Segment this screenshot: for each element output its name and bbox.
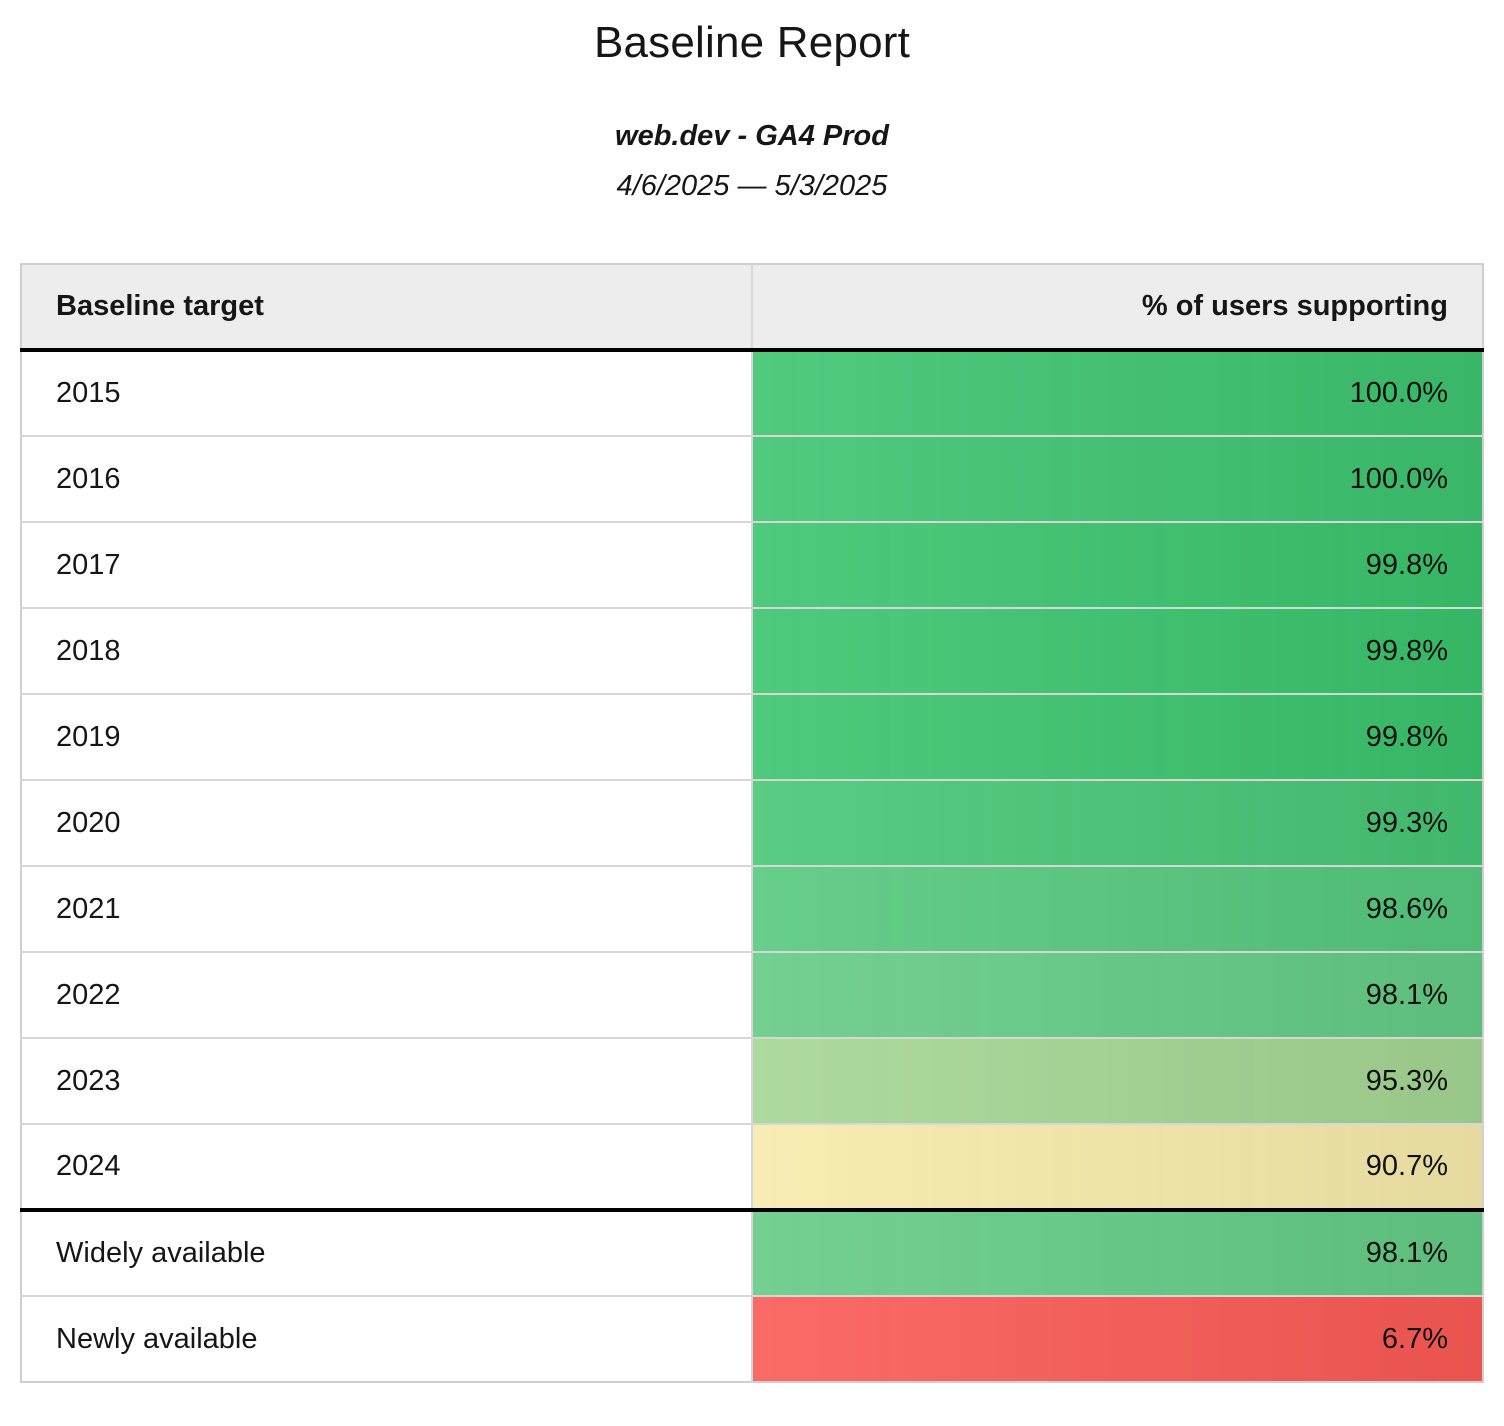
- value-cell: 99.8%: [751, 607, 1483, 694]
- baseline-target-cell: 2021: [21, 865, 752, 952]
- value-cell: 98.1%: [751, 951, 1483, 1038]
- baseline-target-cell: 2015: [21, 350, 752, 436]
- value-cell: 98.6%: [751, 865, 1483, 952]
- table-header-row: Baseline target % of users supporting: [21, 264, 1483, 352]
- baseline-target-cell: 2023: [21, 1037, 752, 1124]
- table-row: 2022 98.1%: [21, 951, 1483, 1038]
- baseline-target-cell: 2019: [21, 693, 752, 780]
- table-row: 2016 100.0%: [21, 435, 1483, 522]
- table-body: 2015 100.0% 2016 100.0% 2017 99.8% 2018 …: [21, 350, 1483, 1382]
- table-row: 2019 99.8%: [21, 693, 1483, 780]
- baseline-target-cell: 2018: [21, 607, 752, 694]
- baseline-target-cell: Newly available: [21, 1295, 752, 1382]
- table-row: 2024 90.7%: [21, 1123, 1483, 1210]
- report-date-range: 4/6/2025 — 5/3/2025: [616, 170, 888, 202]
- table-row: Newly available 6.7%: [21, 1295, 1483, 1382]
- baseline-target-cell: 2020: [21, 779, 752, 866]
- page-title: Baseline Report: [593, 18, 911, 67]
- baseline-target-cell: 2017: [21, 521, 752, 608]
- value-cell: 99.8%: [751, 693, 1483, 780]
- table-row: Widely available 98.1%: [21, 1208, 1483, 1296]
- value-cell: 99.3%: [751, 779, 1483, 866]
- baseline-target-cell: 2022: [21, 951, 752, 1038]
- value-cell: 99.8%: [751, 521, 1483, 608]
- value-cell: 100.0%: [751, 350, 1483, 436]
- table-row: 2017 99.8%: [21, 521, 1483, 608]
- baseline-target-cell: 2016: [21, 435, 752, 522]
- value-cell: 100.0%: [751, 435, 1483, 522]
- table-row: 2020 99.3%: [21, 779, 1483, 866]
- baseline-table: Baseline target % of users supporting 20…: [20, 263, 1484, 1383]
- value-cell: 90.7%: [751, 1123, 1483, 1210]
- column-header-baseline-target: Baseline target: [21, 264, 752, 352]
- table-row: 2021 98.6%: [21, 865, 1483, 952]
- table-row: 2015 100.0%: [21, 350, 1483, 436]
- value-cell: 95.3%: [751, 1037, 1483, 1124]
- baseline-target-cell: Widely available: [21, 1208, 752, 1296]
- value-cell: 6.7%: [751, 1295, 1483, 1382]
- table-row: 2023 95.3%: [21, 1037, 1483, 1124]
- value-cell: 98.1%: [751, 1208, 1483, 1296]
- baseline-target-cell: 2024: [21, 1123, 752, 1210]
- report-source: web.dev - GA4 Prod: [615, 120, 889, 152]
- column-header-percent-users-supporting: % of users supporting: [751, 264, 1483, 352]
- table-header: Baseline target % of users supporting: [21, 264, 1483, 352]
- table-row: 2018 99.8%: [21, 607, 1483, 694]
